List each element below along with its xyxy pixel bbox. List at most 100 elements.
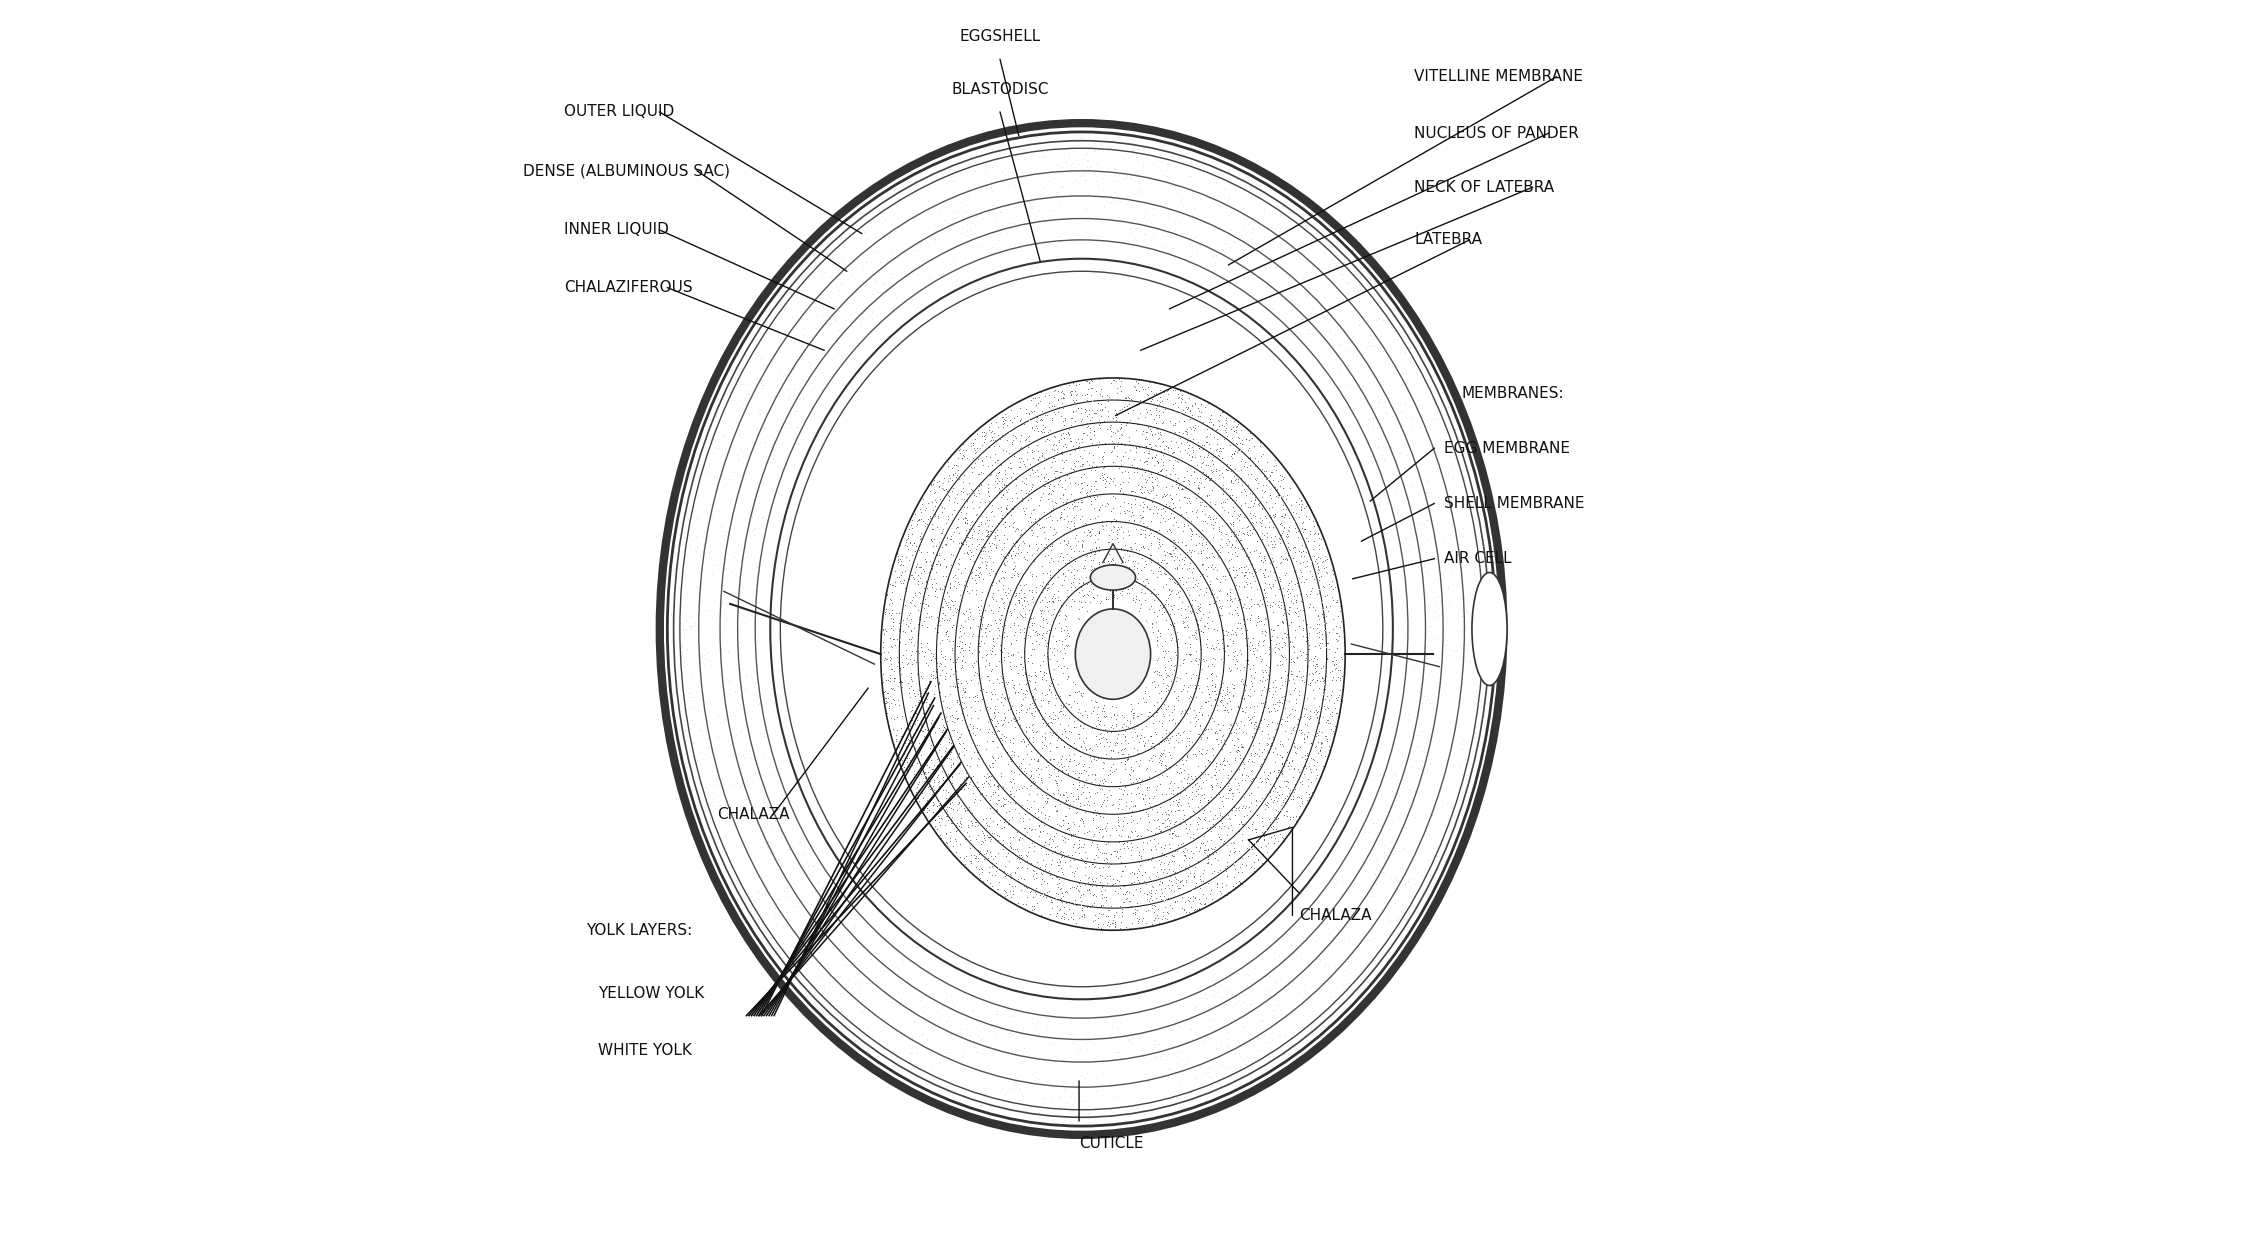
- Point: [916, 760, 952, 780]
- Point: [1038, 903, 1074, 923]
- Point: [1443, 594, 1479, 614]
- Point: [1182, 511, 1218, 531]
- Point: [1015, 639, 1051, 659]
- Point: [1270, 966, 1306, 986]
- Point: [1017, 697, 1053, 717]
- Point: [1126, 908, 1162, 928]
- Point: [975, 634, 1011, 654]
- Point: [1207, 625, 1243, 645]
- Point: [1456, 722, 1492, 742]
- Point: [1162, 794, 1198, 814]
- Point: [1402, 533, 1438, 554]
- Point: [1074, 876, 1110, 896]
- Point: [1405, 405, 1441, 425]
- Point: [873, 223, 909, 243]
- Point: [1420, 423, 1456, 443]
- Point: [801, 360, 837, 380]
- Point: [1267, 754, 1303, 774]
- Point: [1202, 652, 1238, 672]
- Point: [1013, 771, 1049, 791]
- Point: [1238, 628, 1274, 648]
- Point: [1418, 587, 1454, 608]
- Point: [1146, 852, 1182, 872]
- Point: [975, 572, 1011, 593]
- Point: [1150, 676, 1186, 696]
- Point: [1022, 662, 1058, 682]
- Point: [950, 527, 986, 547]
- Point: [1141, 619, 1177, 639]
- Point: [1200, 816, 1236, 837]
- Point: [1076, 487, 1112, 507]
- Point: [1252, 828, 1288, 848]
- Point: [1225, 713, 1261, 733]
- Point: [1459, 689, 1495, 710]
- Point: [1193, 450, 1229, 470]
- Point: [961, 708, 997, 728]
- Point: [916, 1013, 952, 1033]
- Point: [1148, 803, 1184, 823]
- Point: [1008, 894, 1044, 915]
- Point: [1360, 367, 1396, 387]
- Point: [952, 784, 988, 804]
- Point: [900, 693, 936, 713]
- Point: [918, 547, 954, 567]
- Point: [1002, 518, 1038, 538]
- Point: [1148, 521, 1184, 541]
- Point: [1157, 892, 1193, 912]
- Point: [1069, 881, 1105, 901]
- Point: [972, 413, 1008, 433]
- Point: [1159, 1045, 1195, 1066]
- Point: [1035, 684, 1071, 704]
- Point: [941, 541, 977, 561]
- Point: [1200, 587, 1236, 608]
- Point: [1263, 745, 1299, 765]
- Point: [1013, 777, 1049, 798]
- Point: [934, 554, 970, 574]
- Point: [977, 429, 1013, 449]
- Point: [923, 521, 959, 541]
- Point: [1211, 1058, 1247, 1078]
- Point: [1089, 551, 1126, 571]
- Point: [1128, 481, 1164, 501]
- Point: [1011, 842, 1047, 862]
- Ellipse shape: [1069, 603, 1157, 706]
- Point: [781, 932, 817, 952]
- Point: [1191, 394, 1227, 414]
- Point: [1204, 605, 1240, 625]
- Point: [1285, 764, 1321, 784]
- Point: [1020, 387, 1056, 408]
- Point: [691, 691, 727, 711]
- Point: [1279, 742, 1315, 762]
- Point: [1033, 411, 1069, 431]
- Point: [1204, 811, 1240, 832]
- Point: [1254, 816, 1290, 837]
- Point: [1220, 696, 1256, 716]
- Point: [1186, 185, 1222, 205]
- Point: [914, 660, 950, 681]
- Point: [1218, 722, 1254, 742]
- Point: [1049, 818, 1085, 838]
- Point: [1441, 800, 1477, 820]
- Point: [1049, 1023, 1085, 1043]
- Point: [1303, 552, 1339, 572]
- Point: [900, 509, 936, 530]
- Point: [1137, 835, 1173, 855]
- Point: [734, 702, 770, 722]
- Point: [1193, 582, 1229, 603]
- Point: [1168, 785, 1204, 805]
- Point: [925, 647, 961, 667]
- Point: [1060, 608, 1096, 628]
- Point: [745, 821, 781, 842]
- Point: [1130, 767, 1166, 788]
- Point: [738, 460, 774, 481]
- Point: [950, 513, 986, 533]
- Point: [1225, 737, 1261, 757]
- Point: [914, 164, 950, 184]
- Point: [1220, 804, 1256, 824]
- Point: [1429, 809, 1465, 829]
- Point: [765, 800, 801, 820]
- Point: [1153, 503, 1189, 523]
- Point: [984, 682, 1020, 702]
- Point: [770, 306, 806, 326]
- Point: [1281, 584, 1317, 604]
